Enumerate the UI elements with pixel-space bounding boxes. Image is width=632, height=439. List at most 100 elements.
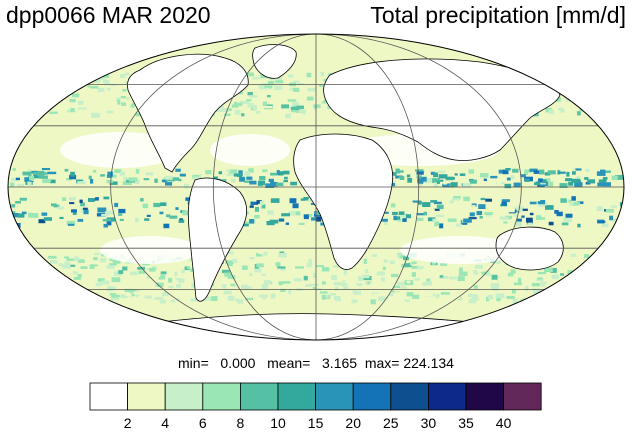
- precip-cell: [580, 273, 587, 277]
- precip-cell: [77, 274, 82, 278]
- precip-cell: [510, 269, 516, 274]
- precip-cell: [24, 299, 29, 302]
- precip-cell: [42, 267, 50, 272]
- precip-cell: [64, 261, 70, 265]
- precip-cell: [233, 173, 243, 177]
- precip-cell: [398, 213, 407, 218]
- precip-cell: [617, 74, 624, 79]
- precip-cell: [120, 96, 126, 99]
- precip-cell: [536, 181, 540, 185]
- precip-cell: [68, 283, 77, 288]
- precip-cell: [452, 296, 461, 300]
- precip-cell: [120, 73, 126, 78]
- precip-cell: [75, 80, 81, 86]
- precip-cell: [66, 178, 72, 181]
- precip-cell: [577, 223, 581, 228]
- precip-cell: [241, 284, 248, 290]
- precip-cell: [182, 210, 188, 216]
- precip-cell: [485, 198, 492, 202]
- precip-cell: [565, 213, 573, 218]
- precip-cell: [590, 274, 594, 278]
- precip-cell: [601, 109, 610, 114]
- precip-cell: [76, 79, 83, 83]
- colorbar-tick-label: 4: [161, 415, 169, 431]
- precip-cell: [548, 297, 557, 303]
- precip-cell: [106, 204, 114, 208]
- precip-cell: [621, 100, 624, 105]
- precip-cell: [121, 102, 126, 106]
- precip-cell: [114, 202, 119, 208]
- precip-cell: [36, 85, 45, 90]
- precip-cell: [166, 214, 171, 218]
- precip-cell: [417, 266, 424, 270]
- precip-cell: [483, 178, 487, 181]
- precip-cell: [321, 295, 326, 300]
- precip-cell: [316, 216, 322, 222]
- precip-cell: [93, 257, 98, 261]
- precip-cell: [289, 87, 295, 91]
- precip-cell: [37, 75, 44, 81]
- precip-cell: [24, 177, 32, 182]
- north-america: [127, 53, 249, 173]
- precip-cell: [472, 270, 477, 273]
- precip-cell: [49, 111, 58, 114]
- precip-cell: [77, 82, 83, 88]
- precip-cell: [109, 293, 117, 296]
- precip-cell: [280, 268, 286, 271]
- precip-cell: [41, 168, 51, 171]
- precip-cell: [26, 88, 31, 92]
- precip-cell: [590, 183, 595, 187]
- precip-cell: [600, 169, 606, 173]
- precip-cell: [58, 101, 62, 107]
- colorbar-swatch: [127, 382, 166, 411]
- precip-cell: [69, 99, 76, 103]
- precip-cell: [192, 176, 201, 180]
- precip-cell: [491, 274, 498, 280]
- precip-cell: [99, 258, 107, 263]
- precip-cell: [270, 293, 276, 299]
- precip-cell: [614, 85, 623, 89]
- precip-cell: [531, 298, 536, 303]
- precip-cell: [28, 269, 35, 274]
- precip-cell: [280, 95, 285, 100]
- precip-cell: [227, 261, 233, 267]
- precip-cell: [604, 75, 611, 79]
- precip-cell: [75, 280, 80, 286]
- precip-cell: [431, 178, 440, 183]
- precip-cell: [66, 258, 75, 261]
- precip-cell: [571, 179, 580, 182]
- precip-cell: [118, 213, 123, 216]
- precip-cell: [73, 277, 81, 280]
- precip-cell: [160, 202, 167, 206]
- precip-cell: [320, 72, 324, 77]
- precip-cell: [570, 253, 576, 257]
- precip-cell: [393, 215, 397, 221]
- precip-cell: [368, 269, 377, 273]
- precip-cell: [495, 293, 505, 299]
- colorbar-swatch: [277, 382, 316, 411]
- precip-cell: [453, 196, 461, 200]
- precip-cell: [573, 86, 582, 91]
- precip-cell: [46, 88, 54, 93]
- precip-cell: [314, 98, 322, 103]
- precip-cell: [578, 289, 582, 294]
- precip-cell: [140, 198, 144, 202]
- precip-cell: [234, 101, 237, 107]
- precip-cell: [300, 91, 309, 94]
- precip-cell: [176, 284, 181, 288]
- precip-cell: [174, 271, 178, 277]
- precip-cell: [415, 169, 424, 172]
- precip-cell: [80, 207, 84, 213]
- precip-cell: [314, 72, 320, 75]
- precip-cell: [397, 170, 404, 173]
- precip-cell: [598, 179, 607, 182]
- precip-cell: [363, 258, 367, 264]
- precip-cell: [72, 284, 78, 288]
- precip-cell: [521, 215, 525, 218]
- precip-cell: [364, 269, 369, 273]
- precip-cell: [172, 177, 180, 181]
- precip-cell: [547, 300, 555, 304]
- precip-cell: [325, 295, 329, 298]
- precip-cell: [281, 213, 290, 217]
- precip-cell: [312, 261, 317, 267]
